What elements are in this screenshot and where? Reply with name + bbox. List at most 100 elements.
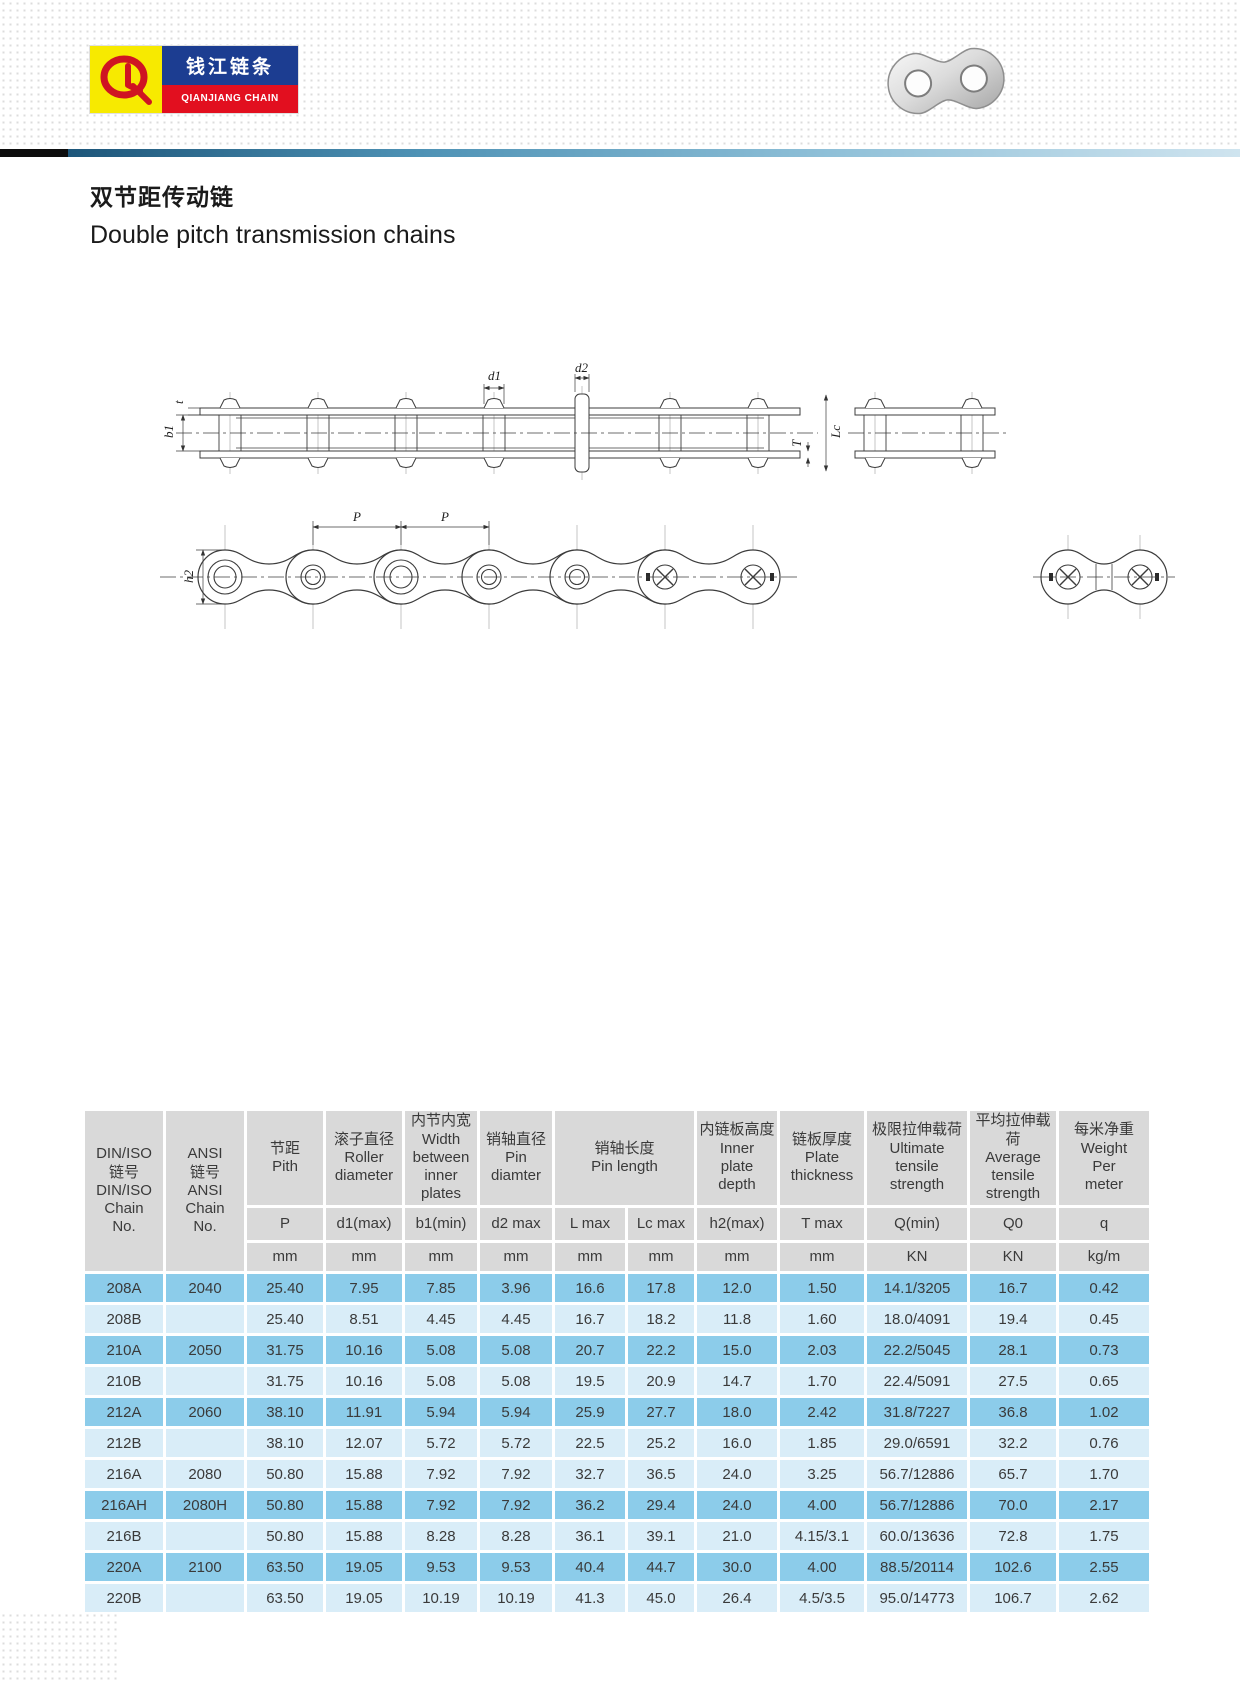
- brand-logo: 钱江链条 QIANJIANG CHAIN: [90, 46, 298, 113]
- col-header: 链板厚度 Plate thickness: [780, 1111, 864, 1205]
- spec-cell: 210A: [85, 1336, 163, 1364]
- spec-cell: 95.0/14773: [867, 1584, 967, 1612]
- qianjiang-monogram-icon: [90, 46, 162, 113]
- spec-cell: 8.28: [480, 1522, 552, 1550]
- col-unit: mm: [628, 1243, 694, 1271]
- spec-cell: 20.9: [628, 1367, 694, 1395]
- spec-cell: 16.7: [970, 1274, 1056, 1302]
- spec-cell: 11.91: [326, 1398, 402, 1426]
- spec-cell: 50.80: [247, 1491, 323, 1519]
- title-block: 双节距传动链 Double pitch transmission chains: [90, 178, 455, 250]
- brand-name-cn: 钱江链条: [162, 46, 298, 85]
- spec-cell: 44.7: [628, 1553, 694, 1581]
- spec-cell: 14.7: [697, 1367, 777, 1395]
- spec-cell: 2040: [166, 1274, 244, 1302]
- spec-cell: 15.88: [326, 1460, 402, 1488]
- dim-label-h2: h2: [181, 570, 196, 584]
- spec-cell: 5.08: [405, 1336, 477, 1364]
- spec-cell: 2.17: [1059, 1491, 1149, 1519]
- col-unit: mm: [326, 1243, 402, 1271]
- spec-cell: 2.62: [1059, 1584, 1149, 1612]
- spec-cell: 1.75: [1059, 1522, 1149, 1550]
- spec-cell: 208A: [85, 1274, 163, 1302]
- spec-cell: 2060: [166, 1398, 244, 1426]
- spec-cell: 8.28: [405, 1522, 477, 1550]
- spec-cell: 3.25: [780, 1460, 864, 1488]
- spec-row-212A: 212A 2060 38.10 11.91 5.94 5.94 25.9 27.7 18.0 2.…: [85, 1398, 1149, 1426]
- spec-cell: 19.05: [326, 1553, 402, 1581]
- spec-cell: [166, 1522, 244, 1550]
- spec-cell: 36.1: [555, 1522, 625, 1550]
- spec-cell: 3.96: [480, 1274, 552, 1302]
- spec-cell: 60.0/13636: [867, 1522, 967, 1550]
- spec-cell: 70.0: [970, 1491, 1056, 1519]
- spec-cell: 18.0/4091: [867, 1305, 967, 1333]
- spec-cell: 216AH: [85, 1491, 163, 1519]
- chain-plan-view-drawing: P P h2: [160, 509, 1175, 629]
- spec-row-208B: 208B 25.40 8.51 4.45 4.45 16.7 18.2 11.8 1.60 18.…: [85, 1305, 1149, 1333]
- spec-cell: 2050: [166, 1336, 244, 1364]
- spec-cell: 18.0: [697, 1398, 777, 1426]
- spec-cell: 15.88: [326, 1491, 402, 1519]
- spec-cell: 1.70: [1059, 1460, 1149, 1488]
- col-header-ansi: ANSI 链号 ANSI Chain No.: [166, 1111, 244, 1271]
- spec-cell: 7.85: [405, 1274, 477, 1302]
- spec-cell: 72.8: [970, 1522, 1056, 1550]
- spec-cell: 212B: [85, 1429, 163, 1457]
- spec-cell: [166, 1584, 244, 1612]
- spec-cell: 216A: [85, 1460, 163, 1488]
- spec-cell: 36.5: [628, 1460, 694, 1488]
- spec-row-210B: 210B 31.75 10.16 5.08 5.08 19.5 20.9 14.7 1.70 22…: [85, 1367, 1149, 1395]
- col-header: 内节内宽 Width between inner plates: [405, 1111, 477, 1205]
- chain-side-view-drawing: d1 d2 t b1 T Lc: [161, 360, 1008, 480]
- col-header: 每米净重 Weight Per meter: [1059, 1111, 1149, 1205]
- spec-cell: 63.50: [247, 1553, 323, 1581]
- spec-cell: 31.8/7227: [867, 1398, 967, 1426]
- spec-cell: 15.0: [697, 1336, 777, 1364]
- page-title-en: Double pitch transmission chains: [90, 221, 456, 249]
- spec-cell: 28.1: [970, 1336, 1056, 1364]
- spec-cell: 4.45: [480, 1305, 552, 1333]
- spec-table: DIN/ISO 链号 DIN/ISO Chain No. ANSI 链号 ANSI…: [82, 1108, 1152, 1615]
- col-symbol: P: [247, 1208, 323, 1240]
- dim-label-d1: d1: [488, 368, 501, 383]
- col-symbol: T max: [780, 1208, 864, 1240]
- spec-cell: 17.8: [628, 1274, 694, 1302]
- col-symbol: Q0: [970, 1208, 1056, 1240]
- spec-cell: 102.6: [970, 1553, 1056, 1581]
- spec-row-210A: 210A 2050 31.75 10.16 5.08 5.08 20.7 22.2 15.0 2.…: [85, 1336, 1149, 1364]
- spec-cell: 32.7: [555, 1460, 625, 1488]
- spec-cell: 7.92: [405, 1491, 477, 1519]
- spec-cell: [166, 1305, 244, 1333]
- spec-cell: 0.73: [1059, 1336, 1149, 1364]
- spec-cell: 50.80: [247, 1522, 323, 1550]
- spec-cell: 7.92: [480, 1491, 552, 1519]
- col-symbol: b1(min): [405, 1208, 477, 1240]
- spec-cell: 27.7: [628, 1398, 694, 1426]
- spec-cell: 2080: [166, 1460, 244, 1488]
- spec-cell: 30.0: [697, 1553, 777, 1581]
- spec-cell: 10.16: [326, 1367, 402, 1395]
- spec-cell: 4.45: [405, 1305, 477, 1333]
- spec-cell: 10.16: [326, 1336, 402, 1364]
- spec-cell: 8.51: [326, 1305, 402, 1333]
- divider-gradient-segment: [68, 149, 1240, 157]
- col-header-din-iso: DIN/ISO 链号 DIN/ISO Chain No.: [85, 1111, 163, 1271]
- spec-cell: 25.2: [628, 1429, 694, 1457]
- spec-cell: 2100: [166, 1553, 244, 1581]
- spec-cell: 5.72: [405, 1429, 477, 1457]
- spec-cell: 0.45: [1059, 1305, 1149, 1333]
- corner-pattern: [0, 1612, 118, 1683]
- dim-label-t: t: [171, 400, 186, 404]
- spec-row-212B: 212B 38.10 12.07 5.72 5.72 22.5 25.2 16.0 1.85 29…: [85, 1429, 1149, 1457]
- spec-cell: 16.0: [697, 1429, 777, 1457]
- spec-cell: 2080H: [166, 1491, 244, 1519]
- spec-cell: 29.0/6591: [867, 1429, 967, 1457]
- spec-cell: 38.10: [247, 1429, 323, 1457]
- spec-table-section: DIN/ISO 链号 DIN/ISO Chain No. ANSI 链号 ANSI…: [82, 1108, 1152, 1615]
- spec-cell: 7.95: [326, 1274, 402, 1302]
- spec-cell: 88.5/20114: [867, 1553, 967, 1581]
- col-header: 内链板高度 Inner plate depth: [697, 1111, 777, 1205]
- spec-cell: 32.2: [970, 1429, 1056, 1457]
- spec-cell: 24.0: [697, 1491, 777, 1519]
